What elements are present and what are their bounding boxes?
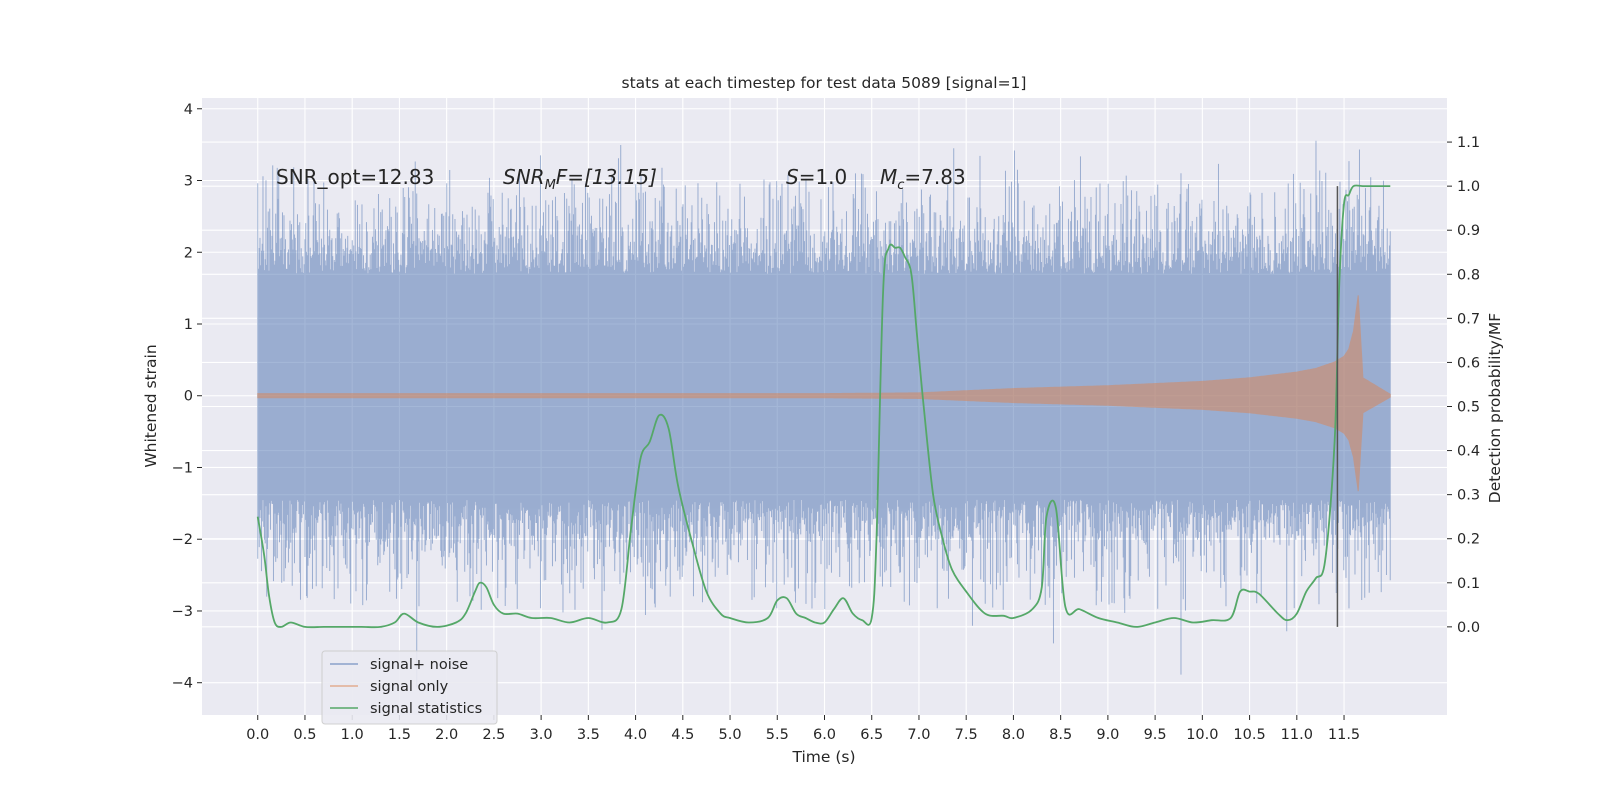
x-tick-label: 10.0	[1186, 727, 1218, 743]
signal-chirp-envelope	[257, 295, 1391, 492]
x-tick-label: 8.5	[1049, 727, 1072, 743]
legend-label-signal: signal only	[370, 679, 449, 695]
x-tick-label: 5.0	[719, 727, 742, 743]
legend-box	[321, 650, 498, 725]
x-tick-label: 6.5	[860, 727, 883, 743]
y-right-tick-label: 0.6	[1457, 355, 1480, 371]
y-left-tick-label: 1	[184, 317, 193, 333]
x-tick-label: 9.5	[1144, 727, 1167, 743]
snr-opt-annotation: SNR_opt=12.83	[276, 165, 434, 189]
x-tick-label: 4.0	[624, 727, 647, 743]
x-tick-label: 5.5	[766, 727, 789, 743]
s-value: =1.0	[799, 165, 848, 189]
y-axis-label-right: Detection probability/MF	[1486, 313, 1504, 504]
x-tick-label: 8.0	[1002, 727, 1025, 743]
legend-label-statistics: signal statistics	[370, 701, 482, 717]
snr-mf-f: F=[13.15]	[556, 165, 657, 189]
x-tick-label: 0.5	[293, 727, 316, 743]
x-tick-label: 4.5	[671, 727, 694, 743]
x-tick-label: 3.0	[530, 727, 553, 743]
y-right-tick-label: 0.9	[1457, 223, 1480, 239]
ticks: 0.0 0.5 1.0 1.5 2.0 2.5 3.0 3.5 4.0 4.5 5.0 5.5 6.0 6…	[172, 102, 1480, 743]
x-tick-label: 2.0	[435, 727, 458, 743]
y-left-tick-label: −4	[172, 676, 193, 692]
legend: signal+ noise signal only signal statist…	[321, 650, 498, 725]
x-tick-label: 11.5	[1328, 727, 1360, 743]
signal-statistics-series	[256, 184, 1391, 629]
mc-sub: c	[897, 178, 904, 193]
y-right-tick-label: 0.4	[1457, 444, 1480, 460]
legend-label-noise: signal+ noise	[370, 657, 468, 673]
y-right-tick-label: 0.3	[1457, 488, 1480, 504]
x-tick-label: 7.0	[907, 727, 930, 743]
x-tick-label: 7.5	[955, 727, 978, 743]
s-annotation: S=1.0	[786, 165, 847, 189]
x-tick-label: 10.5	[1233, 727, 1265, 743]
y-left-tick-label: −3	[172, 604, 193, 620]
mc-value: =7.83	[904, 165, 965, 189]
y-left-tick-label: 3	[184, 174, 193, 190]
x-axis-label: Time (s)	[791, 748, 855, 766]
mc-annotation: Mc=7.83	[880, 165, 966, 193]
x-tick-label: 2.5	[482, 727, 505, 743]
annotations: SNR_opt=12.83 SNRMF=[13.15] S=1.0 Mc=7.8…	[276, 165, 966, 193]
x-tick-label: 1.5	[388, 727, 411, 743]
y-left-tick-label: 4	[184, 102, 193, 118]
y-axis-label-left: Whitened strain	[142, 344, 160, 467]
x-tick-label: 1.0	[341, 727, 364, 743]
mc-symbol: M	[880, 165, 897, 189]
signal-only-series	[257, 295, 1391, 492]
x-tick-label: 6.0	[813, 727, 836, 743]
x-tick-label: 9.0	[1096, 727, 1119, 743]
y-right-tick-label: 0.2	[1457, 532, 1480, 548]
snr-mf-base: SNR	[503, 165, 545, 189]
y-right-tick-label: 1.1	[1457, 135, 1480, 151]
snr-mf-annotation: SNRMF=[13.15]	[503, 165, 657, 193]
y-left-tick-label: 0	[184, 389, 193, 405]
y-right-tick-label: 0.1	[1457, 576, 1480, 592]
x-tick-label: 3.5	[577, 727, 600, 743]
y-left-tick-label: −2	[172, 532, 193, 548]
snr-mf-sub: M	[545, 178, 556, 193]
chart-title: stats at each timestep for test data 508…	[622, 74, 1027, 92]
x-tick-label: 0.0	[246, 727, 269, 743]
y-right-tick-label: 0.7	[1457, 311, 1480, 327]
y-left-tick-label: 2	[184, 245, 193, 261]
y-right-tick-label: 1.0	[1457, 179, 1480, 195]
y-right-tick-label: 0.0	[1457, 620, 1480, 636]
signal-statistics-line	[256, 184, 1391, 629]
y-right-tick-label: 0.8	[1457, 267, 1480, 283]
x-tick-label: 11.0	[1281, 727, 1313, 743]
y-right-tick-label: 0.5	[1457, 400, 1480, 416]
y-left-tick-label: −1	[172, 460, 193, 476]
s-symbol: S	[786, 165, 799, 189]
